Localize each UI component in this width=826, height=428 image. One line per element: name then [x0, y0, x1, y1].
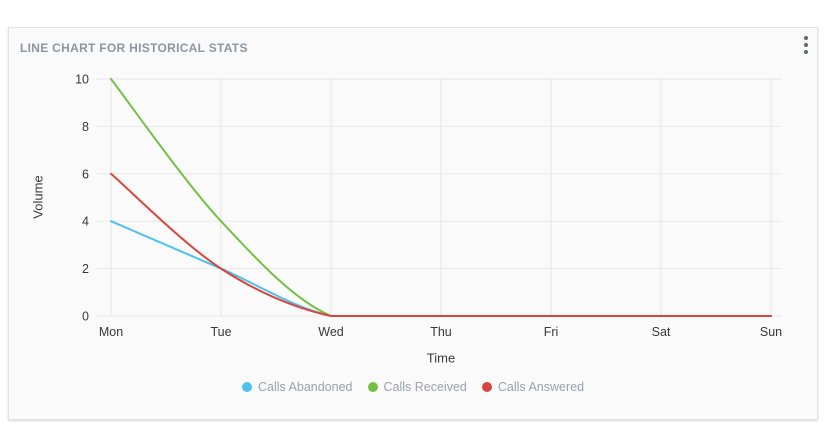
- kebab-dot: [804, 43, 808, 47]
- y-axis-tick-label: 0: [82, 310, 89, 324]
- legend-swatch-icon: [481, 382, 492, 392]
- chart-card: LINE CHART FOR HISTORICAL STATS 0 2 4 6 8 10 M…: [8, 27, 818, 420]
- legend-swatch-icon: [241, 382, 252, 392]
- x-axis-title: Time: [426, 350, 456, 366]
- legend-swatch-icon: [367, 382, 378, 392]
- legend-label: Calls Answered: [497, 380, 585, 394]
- y-axis-tick-label: 10: [75, 73, 89, 87]
- x-axis-tick-label: Thu: [430, 325, 452, 339]
- y-axis-tick-label: 2: [82, 262, 89, 276]
- x-axis-tick-label: Fri: [544, 325, 559, 339]
- legend-label: Calls Received: [383, 380, 467, 394]
- card-title: LINE CHART FOR HISTORICAL STATS: [20, 41, 248, 55]
- series-line-calls-answered: [110, 172, 772, 317]
- y-axis-title: Volume: [30, 175, 46, 219]
- x-axis-tick-label: Sat: [652, 325, 671, 339]
- kebab-dot: [804, 50, 808, 54]
- kebab-dot: [804, 36, 808, 40]
- x-axis-tick-label: Wed: [318, 325, 344, 339]
- legend-item-calls-abandoned[interactable]: Calls Abandoned: [241, 380, 353, 394]
- chart-legend: Calls Abandoned Calls Received Calls Answe…: [9, 380, 817, 394]
- x-axis-tick-label: Tue: [210, 325, 231, 339]
- x-axis-tick-label: Mon: [99, 325, 123, 339]
- line-chart-canvas: 0 2 4 6 8 10 Mon Tue Wed Thu Fri Sat Sun: [75, 73, 782, 340]
- legend-item-calls-received[interactable]: Calls Received: [367, 380, 467, 394]
- y-axis-tick-label: 6: [82, 167, 89, 181]
- legend-item-calls-answered[interactable]: Calls Answered: [481, 380, 585, 394]
- y-axis-tick-label: 4: [82, 215, 89, 229]
- x-axis-tick-label: Sun: [760, 325, 782, 339]
- y-axis-tick-label: 8: [82, 120, 89, 134]
- kebab-menu-icon[interactable]: [799, 33, 813, 57]
- legend-label: Calls Abandoned: [257, 380, 353, 394]
